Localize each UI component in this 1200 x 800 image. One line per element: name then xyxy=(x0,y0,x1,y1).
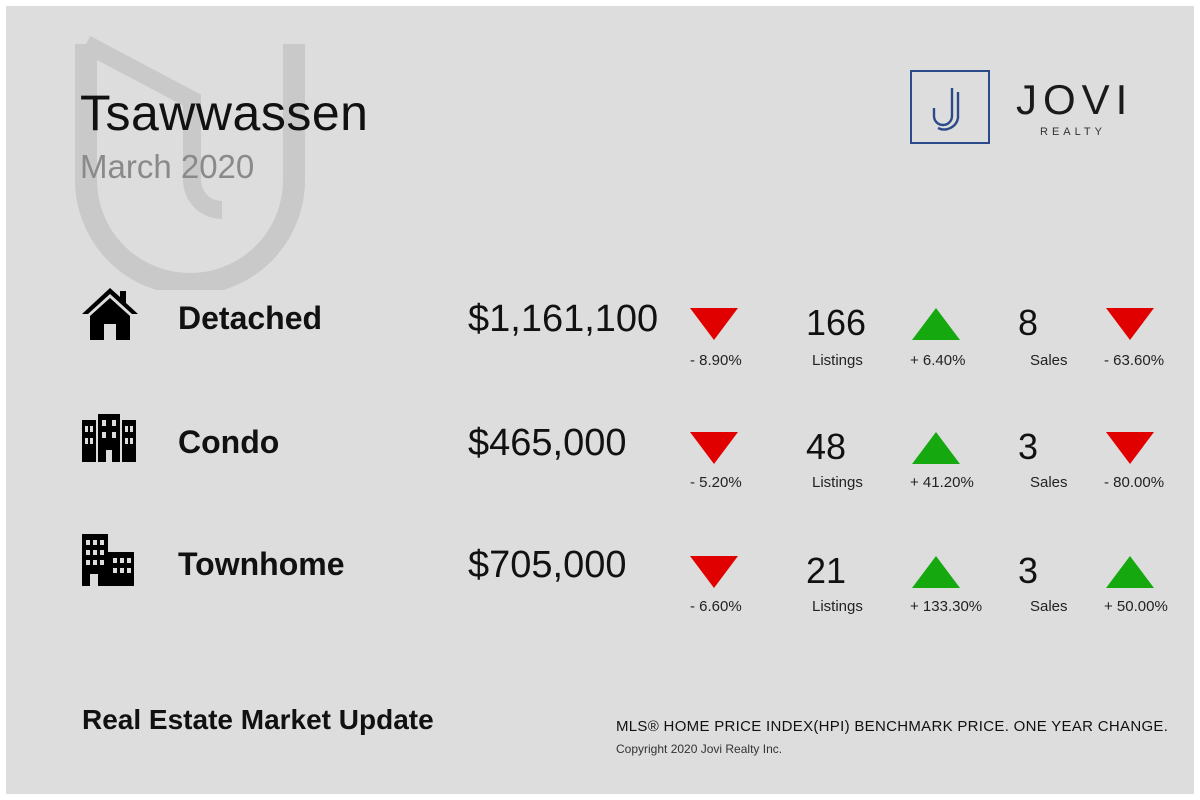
condo-building-icon xyxy=(82,414,136,462)
table-row: Detached $1,161,100 - 8.90% 166 Listings… xyxy=(6,286,1194,396)
listings-count: 166 xyxy=(806,302,867,343)
benchmark-price: $1,161,100 xyxy=(468,298,659,340)
footer-note: MLS® HOME PRICE INDEX(HPI) BENCHMARK PRI… xyxy=(616,718,1169,735)
townhome-building-icon xyxy=(82,534,134,586)
sales-label: Sales xyxy=(1030,352,1068,369)
listings-change: + 133.30% xyxy=(910,598,983,615)
price-change: - 5.20% xyxy=(690,474,742,491)
page-subtitle: March 2020 xyxy=(80,148,255,185)
market-update-card: Tsawwassen March 2020 JOVI REALTY Detach… xyxy=(6,6,1194,794)
property-type: Townhome xyxy=(178,546,345,582)
down-arrow-icon xyxy=(690,432,738,464)
listings-count: 48 xyxy=(806,426,847,467)
house-icon xyxy=(82,288,138,340)
price-change: - 6.60% xyxy=(690,598,742,615)
price-change: - 8.90% xyxy=(690,352,742,369)
sales-change: - 80.00% xyxy=(1104,474,1165,491)
sales-label: Sales xyxy=(1030,474,1068,491)
logo-wordmark: JOVI xyxy=(1016,76,1134,123)
benchmark-price: $705,000 xyxy=(468,544,627,586)
down-arrow-icon xyxy=(690,556,738,588)
sales-count: 3 xyxy=(1018,426,1039,467)
listings-label: Listings xyxy=(812,352,863,369)
down-arrow-icon xyxy=(1106,432,1154,464)
down-arrow-icon xyxy=(1106,308,1154,340)
listings-label: Listings xyxy=(812,598,863,615)
listings-label: Listings xyxy=(812,474,863,491)
footer-title: Real Estate Market Update xyxy=(82,704,434,735)
sales-change: + 50.00% xyxy=(1104,598,1168,615)
property-type: Condo xyxy=(178,424,280,460)
sales-count: 3 xyxy=(1018,550,1039,591)
logo-mark xyxy=(910,70,990,144)
logo-j-icon xyxy=(932,88,960,131)
page-title: Tsawwassen xyxy=(80,85,369,141)
down-arrow-icon xyxy=(690,308,738,340)
listings-count: 21 xyxy=(806,550,847,591)
watermark-logo-icon xyxy=(75,36,305,290)
sales-count: 8 xyxy=(1018,302,1039,343)
up-arrow-icon xyxy=(912,556,960,588)
sales-label: Sales xyxy=(1030,598,1068,615)
table-row: Townhome $705,000 - 6.60% 21 Listings + … xyxy=(6,532,1194,642)
up-arrow-icon xyxy=(912,308,960,340)
property-type: Detached xyxy=(178,300,323,336)
listings-change: + 6.40% xyxy=(910,352,966,369)
table-row: Condo $465,000 - 5.20% 48 Listings + 41.… xyxy=(6,410,1194,520)
benchmark-price: $465,000 xyxy=(468,422,627,464)
sales-change: - 63.60% xyxy=(1104,352,1165,369)
up-arrow-icon xyxy=(912,432,960,464)
up-arrow-icon xyxy=(1106,556,1154,588)
listings-change: + 41.20% xyxy=(910,474,974,491)
logo-subtext: REALTY xyxy=(1040,126,1106,138)
footer-copyright: Copyright 2020 Jovi Realty Inc. xyxy=(616,742,783,756)
